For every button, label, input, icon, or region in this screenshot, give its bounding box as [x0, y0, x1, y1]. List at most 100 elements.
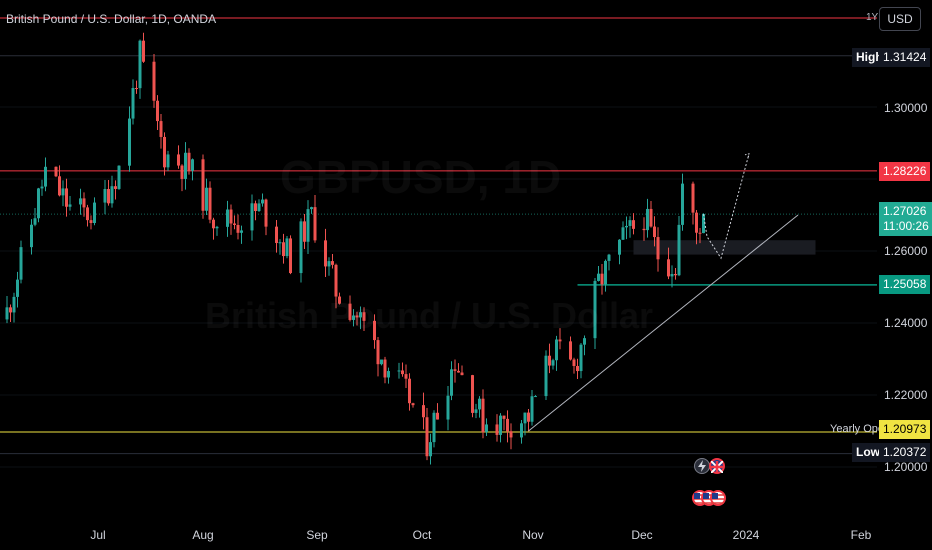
candle-body — [649, 208, 653, 227]
candle-body — [285, 238, 289, 257]
low-label: Low — [852, 443, 884, 462]
candle-body — [313, 207, 317, 241]
time-tick-label: Feb — [850, 528, 872, 542]
candle-body — [373, 320, 376, 341]
candle-body — [674, 273, 677, 276]
lightning-icon[interactable] — [694, 458, 710, 474]
symbol-title[interactable]: British Pound / U.S. Dollar, 1D, OANDA — [6, 12, 217, 26]
candle-body — [656, 237, 660, 260]
candle-body — [646, 208, 649, 231]
candle-body — [229, 209, 233, 224]
candle-body — [383, 359, 387, 378]
candle-body — [33, 218, 37, 225]
uk-flag-icon[interactable] — [709, 458, 725, 474]
candle-body — [502, 415, 506, 419]
time-tick-label: Nov — [522, 528, 544, 542]
candle-body — [376, 340, 380, 365]
candle-body — [156, 100, 159, 122]
candle-body — [128, 118, 131, 166]
candle-body — [275, 226, 278, 243]
range-label[interactable]: 1Y — [866, 12, 879, 23]
candle-body — [5, 307, 9, 320]
candle-body — [12, 296, 16, 313]
candle-body — [457, 370, 460, 373]
high-value-tag: 1.31424 — [879, 48, 931, 67]
candle-body — [569, 341, 572, 360]
candle-body — [670, 273, 674, 277]
candle-body — [642, 228, 646, 231]
candle-body — [264, 199, 268, 227]
candle-body — [58, 176, 61, 196]
candle-body — [89, 220, 93, 224]
high-label: High — [852, 48, 887, 67]
candle-body — [509, 431, 513, 438]
candle-body — [621, 227, 625, 240]
candle-body — [625, 225, 628, 228]
candle-body — [240, 230, 243, 233]
candle-body — [530, 396, 534, 422]
candle-body — [135, 88, 138, 90]
candle-body — [432, 412, 436, 443]
candle-body — [534, 396, 537, 398]
candle-body — [478, 398, 481, 410]
candle-body — [65, 188, 68, 207]
candle-body — [436, 412, 439, 420]
candle-body — [681, 183, 684, 225]
candle-body — [691, 183, 695, 213]
yearly-open-label: Yearly Open — [830, 423, 891, 435]
candle-body — [425, 417, 429, 457]
candle-body — [544, 355, 548, 397]
candle-body — [604, 260, 607, 285]
price-tick-label: 1.26000 — [884, 244, 928, 258]
candle-body — [19, 247, 23, 280]
price-tick-label: 1.24000 — [884, 316, 928, 330]
time-tick-label: Aug — [192, 528, 214, 542]
us-flag-icon[interactable] — [710, 490, 726, 506]
resistance-price-tag: 1.28226 — [879, 162, 931, 181]
candle-body — [138, 40, 142, 89]
candle-body — [79, 198, 82, 205]
candle-body — [551, 360, 555, 366]
candle-body — [278, 242, 282, 244]
candle-body — [579, 344, 583, 372]
support-price-tag: 1.25058 — [879, 275, 931, 294]
candle-body — [667, 259, 670, 277]
candle-body — [117, 165, 121, 189]
candle-body — [523, 412, 527, 424]
candle-body — [607, 254, 611, 261]
candle-body — [54, 166, 58, 177]
time-tick-label: Dec — [631, 528, 653, 542]
currency-button[interactable]: USD — [879, 7, 921, 31]
candle-body — [191, 159, 194, 171]
candle-body — [387, 371, 390, 378]
candle-body — [495, 424, 499, 435]
candle-body — [527, 412, 530, 422]
candle-body — [236, 224, 240, 233]
watermark-symbol: GBPUSD, 1D — [280, 150, 561, 204]
candle-body — [289, 238, 292, 274]
price-tick-label: 1.30000 — [884, 101, 928, 115]
candle-body — [628, 220, 632, 226]
candle-body — [499, 415, 502, 435]
candle-body — [187, 152, 191, 171]
candle-body — [450, 369, 453, 396]
trendline — [528, 214, 799, 432]
candle-body — [702, 214, 705, 234]
candle-body — [166, 154, 170, 168]
candle-body — [254, 203, 257, 211]
candle-body — [352, 315, 355, 320]
candle-body — [334, 264, 338, 297]
candle-body — [184, 152, 187, 179]
candle-body — [653, 226, 656, 238]
candle-body — [558, 339, 562, 342]
candle-body — [597, 273, 600, 281]
candle-body — [110, 186, 114, 204]
time-tick-label: Jul — [90, 528, 106, 542]
yearly-open-value-tag: 1.20973 — [879, 420, 931, 439]
candle-body — [299, 221, 303, 274]
candle-body — [261, 199, 264, 204]
candle-body — [257, 203, 261, 211]
candle-body — [600, 273, 604, 285]
candle-body — [520, 423, 523, 438]
